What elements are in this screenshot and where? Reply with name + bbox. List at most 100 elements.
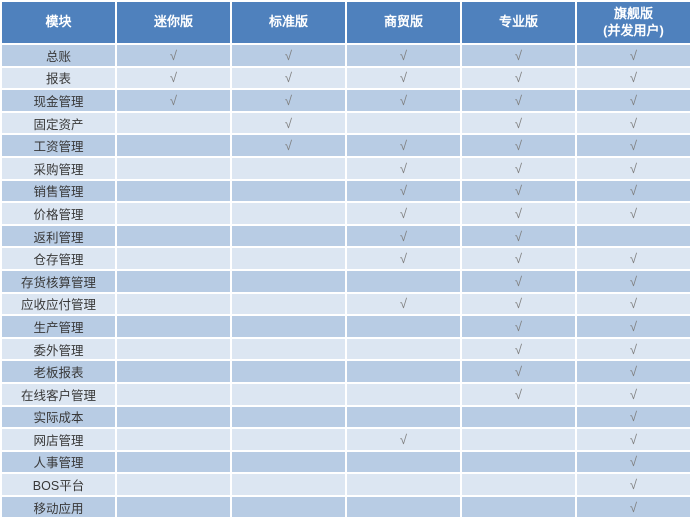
check-cell [230, 246, 347, 271]
module-name-cell: 在线客户管理 [0, 381, 117, 407]
header-row: 模块 迷你版 标准版 商贸版 专业版 旗舰版 (并发用户) [0, 0, 692, 45]
check-cell [230, 336, 347, 362]
check-cell [230, 201, 347, 226]
check-cell [115, 427, 232, 452]
check-cell: √ [345, 223, 462, 249]
check-cell: √ [575, 246, 692, 271]
check-cell [460, 472, 577, 497]
check-cell: √ [575, 43, 692, 68]
module-name-cell: 现金管理 [0, 88, 117, 113]
check-cell: √ [115, 43, 232, 68]
check-cell: √ [345, 65, 462, 91]
check-cell [115, 381, 232, 407]
check-cell: √ [460, 246, 577, 271]
check-cell: √ [115, 88, 232, 113]
module-name-cell: 销售管理 [0, 178, 117, 204]
table-row: 在线客户管理 √ √ [0, 381, 692, 407]
table-row: 委外管理 √ √ [0, 336, 692, 362]
check-cell [230, 223, 347, 249]
check-cell: √ [575, 472, 692, 497]
check-cell: √ [460, 43, 577, 68]
check-cell [460, 404, 577, 430]
table-row: 工资管理 √ √ √ √ [0, 133, 692, 158]
check-cell: √ [460, 201, 577, 226]
check-cell: √ [460, 291, 577, 317]
check-cell [230, 427, 347, 452]
table-row: 固定资产 √ √ √ [0, 110, 692, 136]
table-row: 报表 √ √ √ √ √ [0, 65, 692, 91]
check-cell: √ [575, 449, 692, 475]
check-cell: √ [575, 336, 692, 362]
check-cell: √ [575, 65, 692, 91]
check-cell: √ [460, 178, 577, 204]
table-row: 应收应付管理 √ √ √ [0, 291, 692, 317]
check-cell: √ [230, 88, 347, 113]
table-row: 仓存管理 √ √ √ [0, 246, 692, 271]
check-cell [115, 494, 232, 520]
check-cell: √ [230, 43, 347, 68]
module-name-cell: 存货核算管理 [0, 268, 117, 294]
module-name-cell: 实际成本 [0, 404, 117, 430]
check-cell [230, 472, 347, 497]
check-cell [115, 404, 232, 430]
check-cell: √ [345, 291, 462, 317]
check-cell [230, 155, 347, 181]
module-name-cell: 委外管理 [0, 336, 117, 362]
check-cell [345, 314, 462, 339]
check-cell: √ [460, 268, 577, 294]
table-row: 存货核算管理 √ √ [0, 268, 692, 294]
check-cell [115, 133, 232, 158]
check-cell [460, 494, 577, 520]
table-row: 生产管理 √ √ [0, 314, 692, 339]
check-cell: √ [345, 178, 462, 204]
module-name-cell: 移动应用 [0, 494, 117, 520]
check-cell: √ [460, 133, 577, 158]
table-row: 人事管理 √ [0, 449, 692, 475]
check-cell: √ [460, 359, 577, 384]
check-cell [230, 268, 347, 294]
check-cell: √ [345, 246, 462, 271]
check-cell [345, 494, 462, 520]
check-cell: √ [230, 133, 347, 158]
module-name-cell: 生产管理 [0, 314, 117, 339]
check-cell [230, 291, 347, 317]
check-cell [115, 314, 232, 339]
table-row: 采购管理 √ √ √ [0, 155, 692, 181]
check-cell [115, 155, 232, 181]
check-cell: √ [575, 133, 692, 158]
check-cell [345, 110, 462, 136]
column-header-standard: 标准版 [230, 0, 347, 45]
check-cell [115, 359, 232, 384]
check-cell [115, 336, 232, 362]
check-cell: √ [575, 404, 692, 430]
column-header-flagship: 旗舰版 (并发用户) [575, 0, 692, 45]
check-cell [575, 223, 692, 249]
check-cell [115, 201, 232, 226]
check-cell [115, 178, 232, 204]
check-cell: √ [460, 314, 577, 339]
check-cell [230, 314, 347, 339]
table-row: 返利管理 √ √ [0, 223, 692, 249]
check-cell [460, 427, 577, 452]
check-cell [345, 381, 462, 407]
module-name-cell: 人事管理 [0, 449, 117, 475]
module-name-cell: BOS平台 [0, 472, 117, 497]
check-cell: √ [345, 133, 462, 158]
table-row: 销售管理 √ √ √ [0, 178, 692, 204]
check-cell: √ [345, 88, 462, 113]
module-name-cell: 采购管理 [0, 155, 117, 181]
module-name-cell: 仓存管理 [0, 246, 117, 271]
check-cell [230, 381, 347, 407]
table-row: 现金管理 √ √ √ √ √ [0, 88, 692, 113]
module-name-cell: 应收应付管理 [0, 291, 117, 317]
module-name-cell: 网店管理 [0, 427, 117, 452]
table-row: 价格管理 √ √ √ [0, 201, 692, 226]
check-cell: √ [575, 155, 692, 181]
check-cell: √ [345, 201, 462, 226]
table-row: BOS平台 √ [0, 472, 692, 497]
check-cell: √ [460, 65, 577, 91]
check-cell: √ [575, 268, 692, 294]
check-cell: √ [575, 110, 692, 136]
module-name-cell: 老板报表 [0, 359, 117, 384]
check-cell: √ [460, 381, 577, 407]
